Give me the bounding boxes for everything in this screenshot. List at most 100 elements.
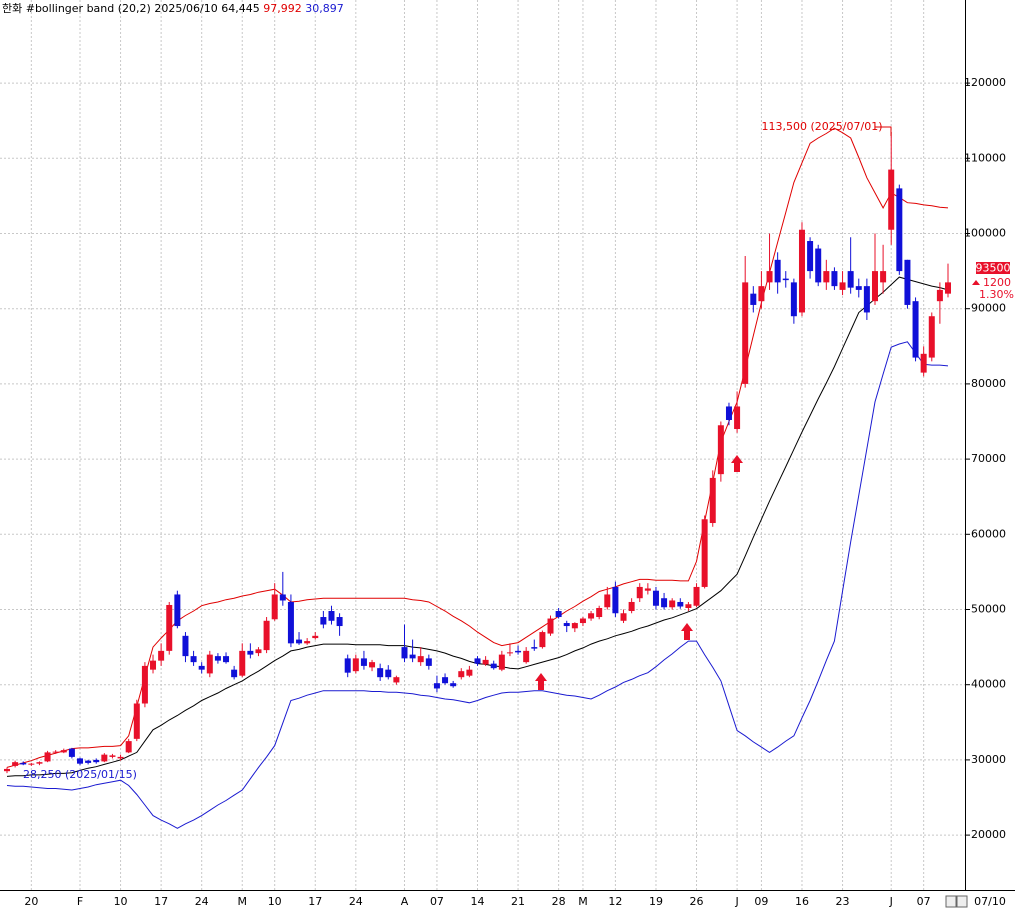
candle-body	[190, 656, 197, 663]
x-tick-label: M	[578, 895, 588, 908]
candle-body	[880, 271, 887, 283]
candle-body	[198, 665, 205, 670]
candle-body	[620, 613, 627, 621]
x-tick-label: F	[77, 895, 83, 908]
x-tick-label: J	[734, 895, 738, 908]
price-text: 93500	[976, 262, 1011, 275]
zoom-button[interactable]	[956, 895, 968, 908]
tool-button[interactable]	[945, 895, 957, 908]
candle-body	[855, 286, 862, 290]
x-tick-label: 19	[649, 895, 663, 908]
candle-body	[125, 741, 132, 753]
header-date: 2025/06/10	[154, 2, 217, 15]
signal-arrow	[535, 673, 547, 690]
x-tick-label: 28	[552, 895, 566, 908]
candle-body	[628, 601, 635, 612]
x-tick-label: 10	[268, 895, 282, 908]
candle-body	[458, 671, 465, 678]
header-mid: 64,445	[221, 2, 260, 15]
date-box: 07/10	[974, 895, 1006, 908]
candle-body	[750, 293, 757, 305]
candle-body	[807, 241, 814, 272]
candle-body	[312, 635, 319, 639]
x-tick-label: 12	[608, 895, 622, 908]
candle-body	[555, 611, 562, 618]
candle-body	[166, 604, 173, 651]
candle-body	[588, 613, 595, 619]
x-tick-label: 07	[430, 895, 444, 908]
candle-body	[782, 278, 789, 281]
high-annotation: 113,500 (2025/07/01)	[762, 120, 883, 133]
candle-body	[320, 617, 327, 625]
x-tick-label: 09	[754, 895, 768, 908]
candle-body	[401, 647, 408, 659]
candle-body	[344, 658, 351, 673]
candle-body	[52, 751, 59, 753]
candle-body	[798, 229, 805, 313]
y-tick-label: 40000	[971, 678, 1006, 691]
x-tick-label: 23	[836, 895, 850, 908]
candle-body	[790, 282, 797, 317]
candle-body	[871, 271, 878, 302]
candle-body	[652, 590, 659, 606]
candle-body	[150, 660, 157, 670]
x-tick-label: 17	[308, 895, 322, 908]
y-tick-label: 90000	[971, 302, 1006, 315]
candle-body	[945, 282, 951, 294]
candle-body	[466, 669, 473, 676]
y-tick-label: 110000	[964, 151, 1006, 164]
candle-body	[831, 271, 838, 287]
candle-body	[888, 169, 895, 230]
candle-body	[847, 271, 854, 288]
x-tick-label: 24	[349, 895, 363, 908]
candle-body	[669, 600, 676, 608]
candle-body	[360, 658, 367, 666]
candle-body	[709, 477, 716, 524]
header-name: 한화 #bollinger band (20,2)	[2, 2, 151, 15]
candle-body	[174, 594, 181, 627]
candle-body	[506, 652, 513, 654]
y-tick-label: 20000	[971, 828, 1006, 841]
candle-body	[263, 620, 270, 651]
up-triangle	[972, 280, 980, 285]
plot	[4, 127, 951, 829]
candle-body	[328, 611, 335, 621]
x-tick-label: 26	[690, 895, 704, 908]
candle-body	[4, 768, 10, 772]
candle-body	[636, 586, 643, 599]
candle-body	[839, 282, 846, 290]
chart-header: 한화 #bollinger band (20,2) 2025/06/10 64,…	[2, 2, 344, 15]
candle-body	[28, 763, 35, 765]
header-upper: 97,992	[263, 2, 302, 15]
candle-body	[498, 654, 505, 670]
candle-body	[101, 754, 108, 762]
candle-body	[734, 406, 741, 430]
candle-body	[474, 658, 481, 664]
candle-body	[912, 301, 919, 358]
x-tick-label: 17	[154, 895, 168, 908]
signal-arrow	[731, 455, 743, 472]
candle-body	[133, 703, 140, 739]
candle-body	[661, 598, 668, 608]
candle-body	[93, 759, 100, 763]
candle-body	[531, 647, 538, 649]
candle-body	[563, 623, 570, 627]
x-tick-label: 10	[114, 895, 128, 908]
candle-body	[44, 752, 51, 762]
candle-body	[141, 665, 148, 704]
x-tick-label: M	[238, 895, 248, 908]
candle-body	[523, 650, 530, 663]
candle-body	[571, 623, 578, 629]
candle-body	[539, 632, 546, 648]
candle-body	[612, 586, 619, 614]
candle-body	[369, 662, 376, 668]
candle-body	[12, 762, 19, 766]
signals	[535, 455, 743, 690]
candle-body	[936, 289, 943, 302]
y-tick-label: 70000	[971, 452, 1006, 465]
x-tick-label: 16	[795, 895, 809, 908]
candle-body	[393, 677, 400, 683]
candle-body	[442, 677, 449, 684]
candle-body	[515, 650, 522, 653]
